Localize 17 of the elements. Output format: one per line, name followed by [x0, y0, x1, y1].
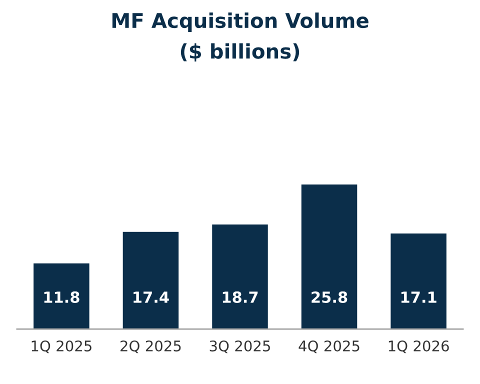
data-label: 17.1: [401, 292, 436, 303]
x-tick-label: 2Q 2025: [120, 340, 181, 354]
x-tick-label: 1Q 2025: [32, 340, 92, 354]
data-label: 11.8: [44, 291, 80, 303]
chart-title: MF Acquisition Volume: [112, 12, 368, 32]
bar: [300, 183, 359, 330]
data-label: 25.8: [312, 291, 348, 303]
x-tick-label: 4Q 2025: [298, 340, 360, 354]
bar: [32, 262, 91, 330]
chart-subtitle: ($ billions): [180, 43, 300, 62]
x-tick-label: 1Q 2026: [388, 340, 449, 354]
data-label: 18.7: [222, 291, 258, 303]
bar: [389, 232, 448, 330]
bar: [121, 230, 180, 330]
x-tick-label: 3Q 2025: [210, 340, 270, 354]
data-label: 17.4: [134, 292, 169, 303]
bar: [210, 223, 270, 330]
